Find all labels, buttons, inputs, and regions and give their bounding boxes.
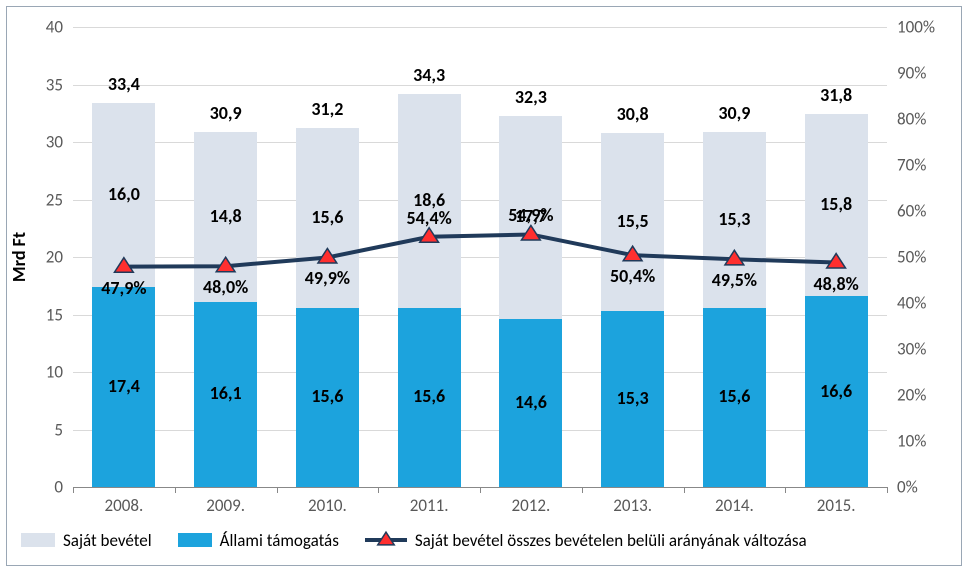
y-right-tick: 20% [897, 385, 953, 406]
y-left-tick: 10 [23, 362, 63, 383]
y-right-tick: 0% [897, 477, 953, 498]
y-right-tick: 50% [897, 247, 953, 268]
category-label: 2010. [296, 495, 359, 516]
y-right-tick: 10% [897, 431, 953, 452]
category-label: 2015. [805, 495, 868, 516]
y-left-tick: 15 [23, 304, 63, 325]
category-label: 2011. [398, 495, 461, 516]
y-left-tick: 25 [23, 189, 63, 210]
y-left-tick: 0 [23, 477, 63, 498]
legend-item-line: Saját bevétel összes bevételen belüli ar… [365, 530, 807, 551]
y-right-tick: 90% [897, 63, 953, 84]
legend-label-allami: Állami támogatás [220, 530, 339, 551]
line-series-svg [73, 27, 887, 487]
y-left-tick: 35 [23, 74, 63, 95]
line-percent-label: 54,4% [407, 207, 452, 229]
category-label: 2014. [703, 495, 766, 516]
legend-label-line: Saját bevétel összes bevételen belüli ar… [415, 530, 807, 551]
legend-swatch-sajat [21, 533, 55, 547]
line-percent-label: 50,4% [610, 265, 655, 287]
y-right-tick: 30% [897, 339, 953, 360]
legend-item-sajat: Saját bevétel [21, 530, 152, 551]
category-label: 2009. [194, 495, 257, 516]
y-right-tick: 40% [897, 293, 953, 314]
y-left-tick: 40 [23, 17, 63, 38]
y-right-tick: 80% [897, 109, 953, 130]
y-right-tick: 60% [897, 201, 953, 222]
line-percent-label: 47,9% [101, 277, 146, 299]
y-left-tick: 30 [23, 132, 63, 153]
y-left-tick: 5 [23, 419, 63, 440]
line-percent-label: 54,9% [508, 204, 553, 226]
line-percent-label: 49,5% [712, 269, 757, 291]
chart-frame: Mrd Ft 05101520253035400%10%20%30%40%50%… [6, 6, 962, 566]
category-label: 2012. [499, 495, 562, 516]
line-percent-label: 48,0% [203, 276, 248, 298]
category-label: 2008. [92, 495, 155, 516]
y-left-tick: 20 [23, 247, 63, 268]
y-right-tick: 100% [897, 17, 953, 38]
plot-area: Mrd Ft 05101520253035400%10%20%30%40%50%… [73, 27, 887, 487]
legend: Saját bevétel Állami támogatás Saját bev… [21, 523, 947, 557]
line-percent-label: 49,9% [305, 267, 350, 289]
legend-label-sajat: Saját bevétel [63, 530, 152, 551]
category-label: 2013. [601, 495, 664, 516]
legend-swatch-allami [178, 533, 212, 547]
y-right-tick: 70% [897, 155, 953, 176]
legend-swatch-line [365, 531, 407, 549]
line-percent-label: 48,8% [814, 273, 859, 295]
legend-item-allami: Állami támogatás [178, 530, 339, 551]
